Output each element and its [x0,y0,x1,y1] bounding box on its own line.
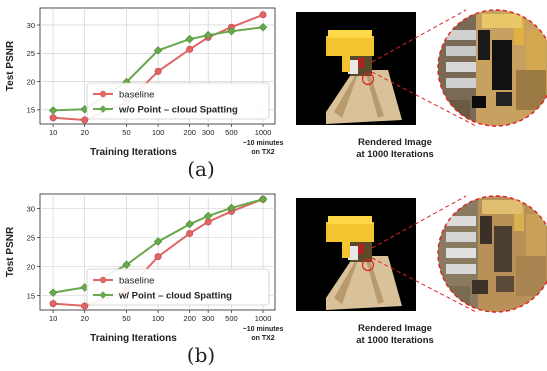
legend-label: w/ Point – cloud Spatting [118,291,232,302]
y-tick-label: 25 [27,49,35,58]
legend-label: baseline [119,90,154,101]
data-point-spatting [203,211,213,221]
x-axis-label: Training Iterations [90,333,177,344]
legend-box [86,82,270,120]
x-tick-label: 50 [122,128,130,137]
legend-label: w/o Point – cloud Spatting [118,105,238,116]
y-tick-label: 25 [27,233,35,242]
figure-panel-a: 10 20 50 100 200 300 500 1000 15 20 25 30 ~10 minute… [0,0,547,185]
x-annotation-line1: ~10 minutes [243,326,284,333]
legend-marker-spatting [99,291,107,299]
legend-marker-baseline [99,276,107,284]
x-tick-label: 500 [225,128,238,137]
y-tick-label: 30 [27,204,35,213]
render-caption-line2: at 1000 Iterations [356,335,434,346]
data-point-baseline [81,116,89,124]
data-point-spatting [258,23,268,32]
panel-label-a: (a) [187,157,215,181]
x-tick-label: 200 [183,128,196,137]
x-tick-label: 10 [49,314,57,323]
x-tick-label: 1000 [255,128,272,137]
legend-marker-spatting [99,105,107,113]
render-caption-b: Rendered Image at 1000 Iterations [330,323,460,347]
psnr-chart-a: 10 20 50 100 200 300 500 1000 15 20 25 30 ~10 minute… [5,7,284,158]
data-point-spatting [258,194,268,204]
x-tick-label: 300 [202,314,215,323]
x-tick-label: 10 [49,128,57,137]
data-point-spatting [185,219,194,229]
x-tick-label: 20 [81,314,89,323]
y-tick-label: 20 [27,262,35,271]
data-point-spatting [48,106,58,115]
data-point-spatting [203,30,213,40]
y-tick-label: 30 [27,21,35,30]
x-tick-label: 100 [152,314,165,323]
rendered-image-b [296,198,416,311]
data-point-spatting [122,260,131,269]
data-point-baseline [49,300,57,308]
x-tick-label: 50 [122,314,130,323]
x-tick-label: 200 [183,314,196,323]
render-caption-a: Rendered Image at 1000 Iterations [330,137,460,161]
data-point-baseline [154,253,162,261]
y-axis-label: Test PSNR [5,40,16,91]
data-point-baseline [186,45,194,53]
x-tick-label: 20 [81,128,89,137]
figure-panel-b: 10 20 50 100 200 300 500 1000 15 20 25 30 ~10 minute… [0,186,547,371]
data-point-spatting [153,46,163,55]
x-annotation-line2: on TX2 [251,149,274,156]
data-point-baseline [259,11,267,19]
x-tick-label: 1000 [255,314,272,323]
y-tick-label: 15 [27,291,35,300]
data-point-baseline [186,229,194,237]
render-caption-line1: Rendered Image [358,323,432,334]
data-point-spatting [227,26,236,36]
x-annotation-line1: ~10 minutes [243,140,284,147]
x-tick-label: 100 [152,128,165,137]
panel-label-b: (b) [186,343,216,367]
x-tick-label: 500 [225,314,238,323]
data-point-spatting [153,237,163,246]
data-point-baseline [154,67,162,75]
legend-box [86,268,270,306]
zoom-inset-a [371,9,547,127]
x-tick-label: 300 [202,128,215,137]
y-tick-label: 15 [27,106,35,115]
zoom-inset-b [371,195,547,313]
data-point-baseline [81,302,89,310]
rendered-image-a [296,12,416,125]
psnr-chart-b: 10 20 50 100 200 300 500 1000 15 20 25 30 ~10 minute… [5,193,284,344]
data-point-baseline [49,114,57,122]
render-caption-line2: at 1000 Iterations [356,149,434,160]
data-point-spatting [227,203,236,213]
y-axis-label: Test PSNR [5,226,16,277]
data-point-spatting [48,288,58,297]
render-caption-line1: Rendered Image [358,137,432,148]
data-point-spatting [185,34,194,44]
x-axis-label: Training Iterations [90,147,177,158]
legend-marker-baseline [99,90,107,98]
y-tick-label: 20 [27,77,35,86]
legend-label: baseline [119,276,154,287]
x-annotation-line2: on TX2 [251,335,274,342]
